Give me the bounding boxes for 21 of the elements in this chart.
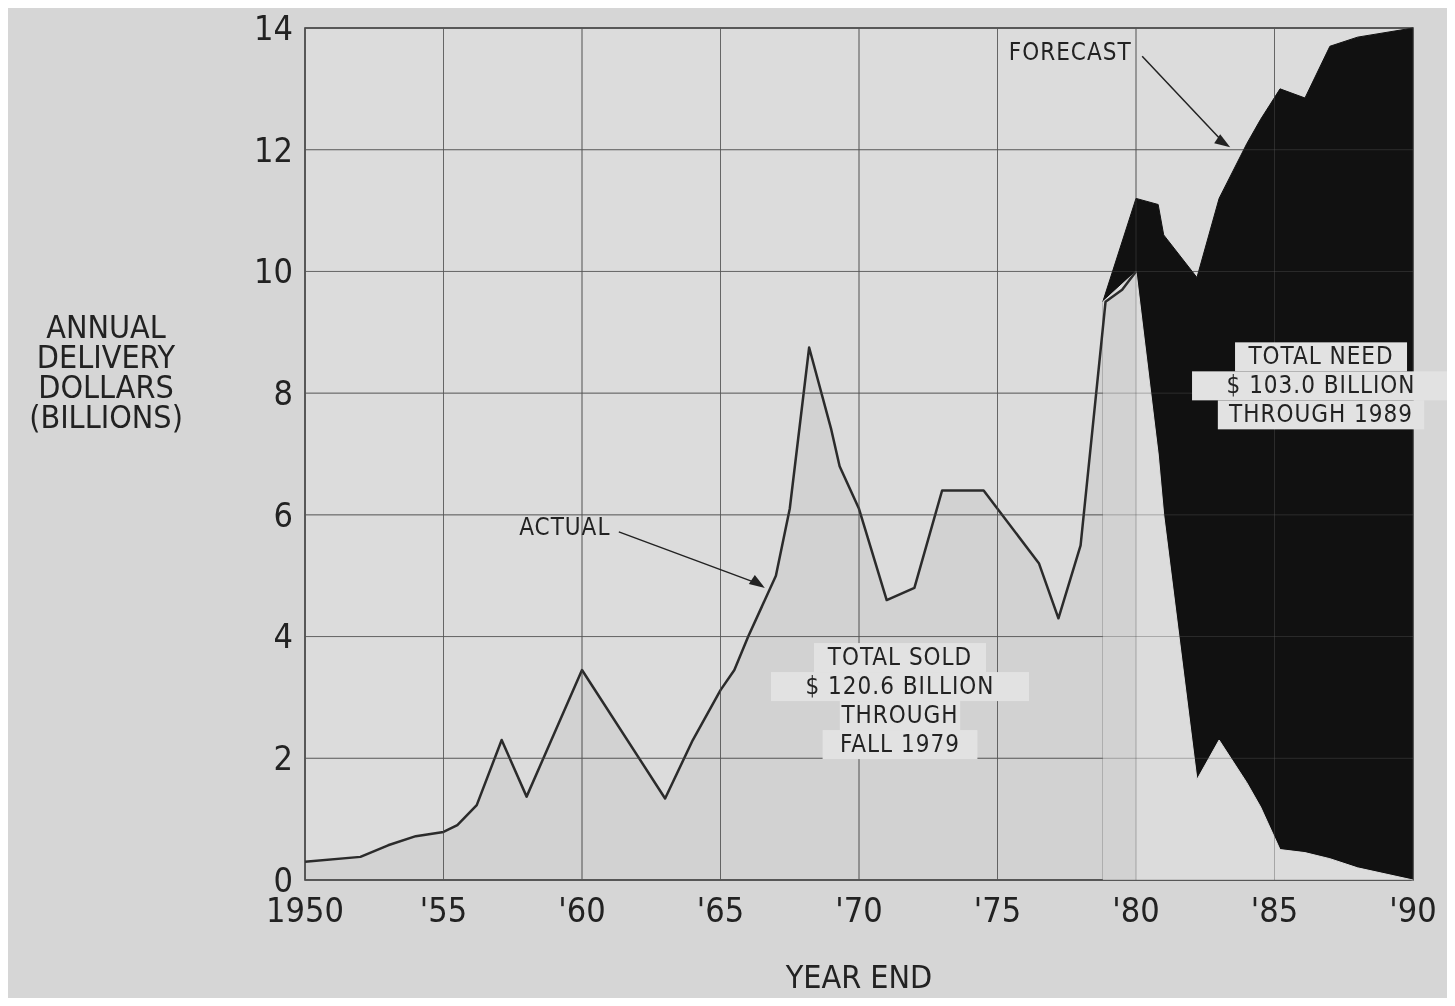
annotation: TOTAL NEED $ 103.0 BILLION THROUGH 1989 — [1226, 342, 1416, 429]
y-tick-label: 14 — [254, 7, 293, 48]
y-tick-label: 2 — [273, 738, 293, 779]
x-tick-label: '75 — [973, 890, 1022, 930]
y-tick-label: 4 — [273, 616, 293, 657]
x-tick-label: '60 — [558, 890, 606, 930]
annotation: FORECAST — [1008, 37, 1132, 66]
annotation: ACTUAL — [519, 513, 611, 542]
y-tick-label: 10 — [254, 251, 293, 292]
x-tick-label: '55 — [419, 890, 468, 930]
y-tick-label: 12 — [254, 129, 293, 170]
x-tick-label: '85 — [1250, 890, 1299, 930]
y-tick-label: 8 — [273, 373, 293, 414]
annotation: TOTAL SOLD $ 120.6 BILLION THROUGH FALL 1979 — [805, 642, 995, 758]
y-axis-title: ANNUAL DELIVERY DOLLARS (BILLIONS) — [29, 308, 183, 436]
x-tick-label: '70 — [835, 890, 883, 930]
x-tick-label: '90 — [1389, 890, 1437, 930]
x-tick-label: '80 — [1112, 890, 1160, 930]
x-tick-label: '65 — [696, 890, 745, 930]
y-tick-label: 6 — [273, 494, 293, 535]
x-axis-title: YEAR END — [784, 958, 933, 996]
